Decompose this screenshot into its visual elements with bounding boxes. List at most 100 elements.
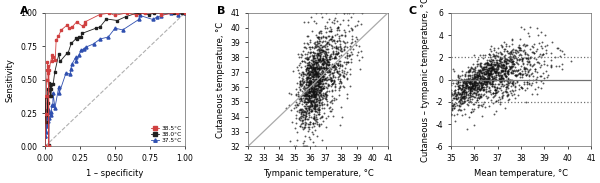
- Point: [338, 73, 348, 76]
- Point: [305, 91, 314, 94]
- Point: [522, 81, 532, 84]
- Point: [476, 82, 486, 85]
- Point: [320, 51, 330, 53]
- Point: [465, 83, 475, 86]
- Point: [313, 76, 323, 79]
- Point: [307, 71, 317, 74]
- Point: [312, 44, 322, 47]
- Point: [307, 74, 316, 77]
- Point: [311, 114, 321, 117]
- Point: [313, 81, 323, 83]
- Point: [304, 67, 314, 70]
- Point: [460, 73, 470, 76]
- Point: [314, 58, 324, 61]
- Point: [311, 11, 321, 14]
- Point: [311, 72, 320, 75]
- Point: [486, 99, 496, 102]
- Point: [475, 64, 485, 67]
- Point: [470, 76, 479, 79]
- Point: [317, 57, 326, 60]
- Point: [492, 91, 502, 94]
- Point: [507, 60, 517, 63]
- Point: [460, 79, 470, 81]
- Point: [539, 76, 549, 79]
- Point: [433, 109, 443, 112]
- Point: [527, 81, 537, 84]
- Point: [319, 66, 328, 69]
- Point: [316, 36, 325, 39]
- Point: [309, 91, 319, 94]
- Point: [317, 66, 326, 69]
- Point: [309, 55, 319, 58]
- Point: [484, 76, 494, 79]
- Point: [546, 59, 556, 61]
- Point: [461, 84, 471, 87]
- Point: [490, 56, 500, 59]
- Point: [306, 64, 316, 67]
- Point: [330, 53, 340, 56]
- Point: [310, 74, 319, 77]
- Point: [489, 70, 499, 73]
- Point: [509, 57, 519, 59]
- Point: [310, 105, 319, 108]
- Point: [479, 68, 489, 71]
- Point: [454, 88, 463, 91]
- Point: [472, 86, 482, 89]
- Point: [470, 86, 480, 89]
- Point: [479, 72, 489, 74]
- Point: [517, 72, 527, 75]
- Point: [312, 120, 322, 123]
- Point: [490, 78, 499, 81]
- Point: [494, 64, 504, 67]
- Point: [522, 57, 532, 60]
- Point: [298, 79, 307, 82]
- Point: [480, 72, 490, 75]
- Point: [303, 85, 313, 88]
- Point: [333, 62, 343, 65]
- Point: [481, 89, 490, 92]
- Point: [329, 72, 338, 75]
- Point: [308, 67, 318, 70]
- Point: [307, 73, 316, 76]
- Point: [467, 82, 477, 85]
- Point: [472, 75, 481, 78]
- Point: [308, 89, 318, 92]
- Point: [524, 81, 533, 84]
- Point: [487, 69, 496, 72]
- Point: [310, 57, 319, 60]
- Point: [457, 83, 467, 86]
- Point: [488, 78, 497, 81]
- Point: [469, 85, 478, 88]
- Point: [322, 20, 332, 23]
- Point: [308, 130, 317, 133]
- Point: [449, 114, 458, 117]
- Point: [311, 117, 321, 120]
- Point: [332, 28, 341, 31]
- Point: [455, 98, 465, 101]
- Point: [466, 89, 475, 92]
- Point: [488, 77, 497, 80]
- Point: [298, 59, 307, 62]
- Point: [557, 68, 567, 70]
- Point: [317, 139, 326, 142]
- Point: [493, 65, 502, 68]
- Point: [319, 60, 329, 63]
- Point: [468, 76, 478, 79]
- Point: [473, 73, 483, 76]
- Point: [296, 112, 306, 115]
- Point: [308, 67, 317, 70]
- Point: [325, 89, 334, 92]
- Point: [308, 67, 318, 70]
- Point: [310, 116, 319, 119]
- Point: [487, 74, 497, 77]
- Point: [305, 82, 314, 85]
- Point: [451, 94, 461, 96]
- Point: [301, 92, 311, 94]
- Point: [324, 63, 334, 66]
- Point: [475, 85, 484, 87]
- Point: [488, 66, 497, 69]
- Point: [314, 38, 324, 40]
- Point: [445, 88, 455, 91]
- Point: [310, 119, 320, 122]
- Point: [484, 74, 494, 77]
